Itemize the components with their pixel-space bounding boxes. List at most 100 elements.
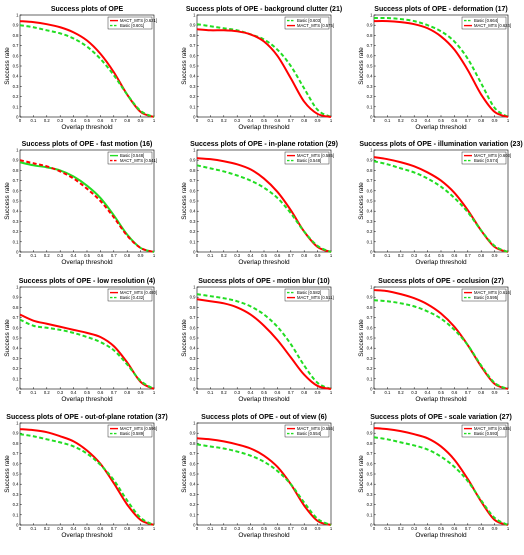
x-tick-label: 1 (153, 526, 156, 531)
series-line-2 (373, 299, 509, 390)
y-axis-label: Success rate (358, 47, 365, 85)
legend: Basic [0.603]MACT_MTS [0.575] (284, 16, 334, 30)
y-axis-label: Success rate (181, 47, 188, 85)
y-tick-label: 0.6 (367, 53, 373, 58)
x-tick-label: 0.7 (111, 390, 117, 395)
x-tick-label: 0.6 (97, 253, 103, 258)
x-tick-label: 0.8 (124, 390, 130, 395)
x-tick-label: 0.5 (261, 118, 267, 123)
y-tick-label: 0.1 (13, 239, 19, 244)
y-tick-label: 0.7 (367, 43, 373, 48)
series-line-2 (19, 24, 155, 118)
y-tick-label: 0.7 (190, 178, 196, 183)
series-line-2 (196, 28, 332, 118)
y-tick-label: 0.7 (13, 451, 19, 456)
y-tick-label: 0.6 (190, 325, 196, 330)
y-tick-label: 0.2 (13, 366, 19, 371)
x-tick-label: 1 (153, 253, 156, 258)
legend-entry: Basic [0.554] (297, 431, 321, 436)
x-tick-label: 0.9 (492, 390, 498, 395)
y-tick-label: 1 (193, 421, 196, 426)
y-tick-label: 0.2 (190, 229, 196, 234)
x-tick-label: 0.6 (451, 118, 457, 123)
y-tick-label: 0.3 (190, 356, 196, 361)
y-tick-label: 0.5 (13, 472, 19, 477)
y-tick-label: 0.9 (367, 158, 373, 163)
y-tick-label: 0.8 (13, 168, 19, 173)
x-tick-label: 0 (373, 253, 376, 258)
x-tick-label: 0 (19, 253, 22, 258)
x-tick-label: 0.2 (44, 118, 50, 123)
y-tick-label: 0.7 (13, 315, 19, 320)
legend-box (284, 151, 330, 165)
x-tick-label: 1 (330, 253, 333, 258)
legend-box (107, 288, 153, 302)
y-tick-label: 0.1 (367, 512, 373, 517)
x-tick-label: 0 (196, 253, 199, 258)
y-tick-label: 0.6 (367, 325, 373, 330)
legend: MACT_MTS [0.616]Basic [0.595] (461, 288, 511, 302)
x-tick-label: 0.5 (84, 118, 90, 123)
y-tick-label: 1 (16, 421, 19, 426)
x-tick-label: 0.4 (425, 253, 431, 258)
chart-panel-10: Success plots of OPE - out-of-plane rota… (4, 414, 168, 539)
x-tick-label: 0.4 (71, 118, 77, 123)
series-line-2 (19, 318, 155, 390)
y-tick-label: 0.9 (190, 431, 196, 436)
x-tick-label: 0.1 (30, 526, 36, 531)
x-tick-label: 0.6 (97, 390, 103, 395)
y-tick-label: 0.4 (13, 74, 19, 79)
y-tick-label: 0.8 (190, 441, 196, 446)
y-tick-label: 0.4 (190, 74, 196, 79)
x-tick-label: 0.6 (451, 253, 457, 258)
x-tick-label: 0.2 (221, 118, 227, 123)
y-tick-label: 1 (370, 285, 373, 290)
x-tick-label: 0 (19, 390, 22, 395)
legend: Basic [0.664]MACT_MTS [0.624] (461, 16, 511, 30)
chart-panel-3: Success plots of OPE - deformation (17) 0… (358, 6, 511, 131)
x-tick-label: 1 (153, 118, 156, 123)
series-line-2 (196, 164, 332, 253)
legend-entry: MACT_MTS [0.596] (120, 426, 157, 431)
y-tick-label: 0.4 (190, 346, 196, 351)
y-tick-label: 0.1 (190, 239, 196, 244)
y-tick-label: 0.8 (13, 305, 19, 310)
chart-panel-6: Success plots of OPE - illumination vari… (358, 141, 523, 266)
x-tick-label: 0.7 (288, 253, 294, 258)
x-tick-label: 0.3 (234, 390, 240, 395)
y-tick-label: 0.9 (190, 23, 196, 28)
x-tick-label: 0.8 (301, 118, 307, 123)
y-tick-label: 0.2 (13, 229, 19, 234)
y-tick-label: 0.8 (367, 441, 373, 446)
y-tick-label: 0.9 (190, 295, 196, 300)
y-tick-label: 0.4 (13, 482, 19, 487)
y-tick-label: 0 (370, 115, 373, 120)
y-tick-label: 0.5 (367, 472, 373, 477)
legend-entry: MACT_MTS [0.616] (474, 290, 511, 295)
y-tick-label: 0.5 (13, 199, 19, 204)
y-tick-label: 0.8 (190, 168, 196, 173)
x-tick-label: 0.3 (411, 118, 417, 123)
legend-entry: Basic [0.593] (474, 431, 498, 436)
x-tick-label: 0.6 (97, 118, 103, 123)
legend: Basic [0.548]MACT_MTS [0.541] (107, 151, 157, 165)
series-line-2 (19, 159, 155, 253)
chart-title: Success plots of OPE - occlusion (27) (378, 278, 504, 285)
y-tick-label: 1 (370, 13, 373, 18)
chart-panel-2: Success plots of OPE - background clutte… (181, 6, 342, 131)
x-tick-label: 0.2 (44, 390, 50, 395)
y-tick-label: 0.8 (190, 33, 196, 38)
legend-box (461, 424, 507, 438)
y-tick-label: 0.2 (367, 502, 373, 507)
x-tick-label: 0.4 (248, 253, 254, 258)
x-tick-label: 0.3 (57, 526, 63, 531)
y-tick-label: 0.7 (13, 43, 19, 48)
legend: MACT_MTS [0.585]Basic [0.548] (284, 151, 334, 165)
y-tick-label: 0.6 (190, 188, 196, 193)
y-tick-label: 0.8 (367, 33, 373, 38)
y-axis-label: Success rate (358, 455, 365, 493)
chart-panel-5: Success plots of OPE - in-plane rotation… (181, 141, 338, 266)
x-tick-label: 0.6 (97, 526, 103, 531)
